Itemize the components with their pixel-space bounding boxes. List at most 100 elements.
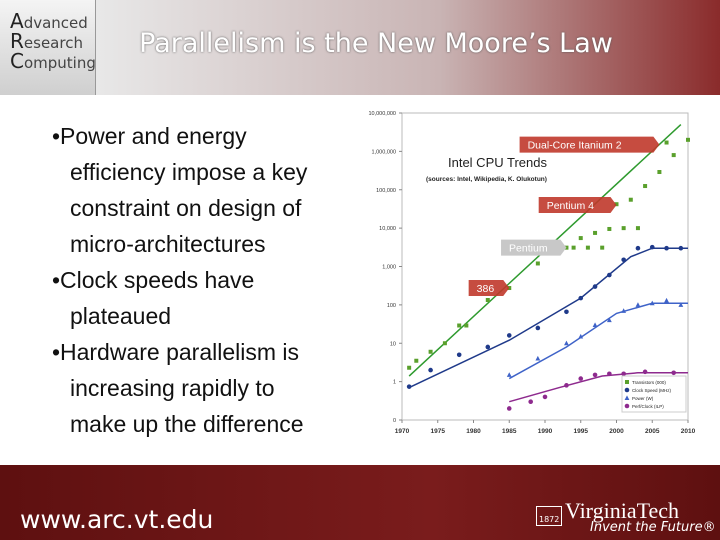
point (528, 399, 533, 404)
point (592, 322, 598, 327)
footer (0, 465, 720, 540)
y-tick-label: 100 (387, 303, 396, 309)
point (592, 372, 598, 378)
point (578, 295, 584, 301)
x-tick-label: 1990 (538, 428, 553, 435)
legend-marker (624, 403, 630, 409)
logo-word: Computing (10, 49, 96, 73)
point (578, 333, 584, 339)
annotation: Pentium (501, 239, 567, 256)
annotation: 386 (468, 280, 510, 297)
bullet-line: Clock speeds have (60, 267, 255, 293)
bullet-line: make up the difference (70, 411, 304, 437)
point (564, 309, 569, 315)
legend-box (621, 375, 687, 413)
point (657, 170, 662, 175)
point (457, 323, 462, 328)
logo-word: Research (10, 29, 83, 53)
logo-name: VirginiaTech (565, 498, 680, 523)
point (664, 245, 669, 251)
chart-title: Intel CPU Trends (448, 155, 547, 170)
point (643, 184, 648, 189)
x-tick-label: 1970 (395, 428, 410, 435)
point (686, 137, 690, 142)
point (506, 333, 512, 338)
x-tick-label: 1985 (502, 428, 517, 435)
point (621, 371, 626, 377)
y-tick-label: 1,000 (382, 265, 396, 271)
point (607, 371, 612, 377)
point (485, 297, 490, 302)
point (664, 140, 669, 145)
point (578, 236, 583, 241)
bullet-line: Power and energy (60, 123, 247, 149)
legend-label: Transistors (000) (632, 380, 666, 385)
point (442, 341, 447, 346)
point (506, 406, 512, 411)
point (578, 376, 584, 381)
legend: Transistors (000) Clock Speed (MHz) Power … (621, 375, 687, 413)
point (464, 323, 469, 328)
callout (538, 197, 617, 214)
point (635, 226, 640, 231)
footer-url: www.arc.vt.edu (20, 505, 214, 534)
point (649, 300, 655, 306)
header-band (96, 0, 720, 95)
point (635, 302, 641, 307)
bullet-list: Power and energy efficiency impose a key c… (52, 118, 380, 442)
callout (519, 136, 660, 153)
y-tick-label: 0 (393, 418, 396, 424)
point (535, 325, 541, 331)
y-tick-label: 10,000 (379, 226, 396, 232)
x-tick-label: 2000 (609, 428, 624, 435)
point (593, 230, 598, 235)
point (506, 372, 512, 377)
y-tick-label: 10 (390, 341, 396, 347)
y-tick-label: 10,000,000 (368, 111, 396, 117)
bullet-line: plateaued (70, 303, 172, 329)
bullet-line: increasing rapidly to (70, 375, 275, 401)
chart: 0 1 10 100 1,000 10,000 100,000 1,000,000 10,000… (368, 111, 695, 435)
point (564, 245, 569, 250)
point (564, 383, 569, 388)
point (535, 261, 540, 266)
point (628, 197, 633, 202)
point (671, 153, 676, 158)
point (606, 317, 612, 323)
point (671, 370, 676, 376)
point (571, 245, 576, 250)
point (406, 384, 412, 389)
callout (468, 280, 510, 297)
point (456, 352, 462, 358)
callout-label: 386 (477, 283, 495, 295)
legend-marker (625, 380, 629, 384)
bullet: Clock speeds have plateaued (52, 262, 380, 334)
y-tick-label: 1,000,000 (372, 149, 396, 155)
x-tick-label: 1975 (431, 428, 446, 435)
trend-line (508, 302, 688, 380)
point (678, 245, 684, 251)
callout-label: Pentium 4 (547, 200, 594, 212)
point (635, 245, 641, 251)
point (621, 257, 626, 263)
point (649, 244, 655, 250)
bullet-line: efficiency impose a key (70, 159, 308, 185)
bullet-line: constraint on design of (70, 195, 302, 221)
annotation: Pentium 4 (538, 197, 617, 214)
x-tick-label: 1980 (466, 428, 481, 435)
bullet-line: micro-architectures (70, 231, 266, 257)
logo: Advanced Research Computing (0, 0, 96, 95)
tagline: Invent the Future® (590, 520, 716, 535)
point (428, 367, 433, 373)
bullet: Power and energy efficiency impose a key c… (52, 118, 380, 262)
legend-marker (624, 395, 630, 400)
point (507, 286, 512, 291)
point (678, 302, 684, 307)
callout (501, 239, 567, 256)
point (621, 226, 626, 231)
point (592, 284, 598, 289)
point (621, 308, 627, 313)
callout-label: Dual-Core Itanium 2 (528, 140, 622, 152)
point (607, 272, 612, 278)
